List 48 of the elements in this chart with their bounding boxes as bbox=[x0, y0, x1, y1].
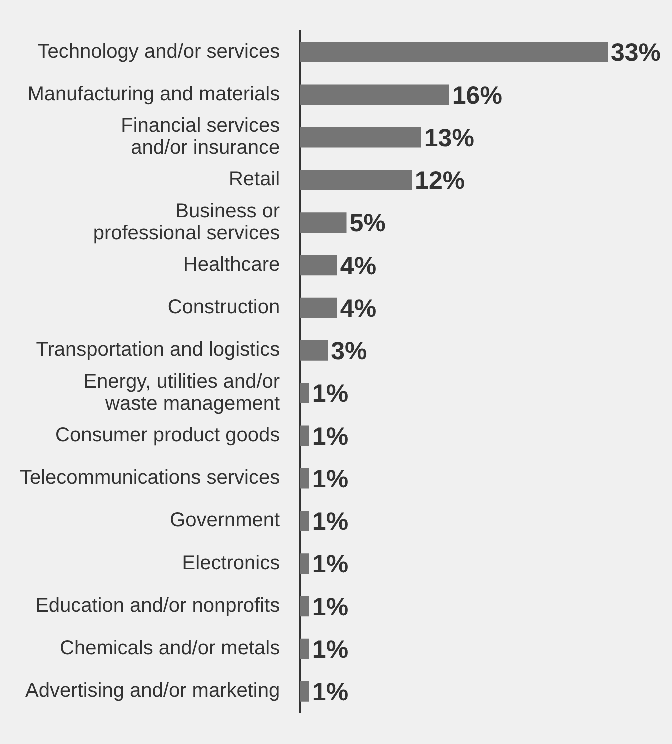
y-tick-label: Financial services and/or insurance bbox=[121, 115, 280, 160]
data-label: 1% bbox=[312, 508, 349, 536]
bar bbox=[300, 510, 310, 532]
data-label: 1% bbox=[312, 422, 349, 451]
bar bbox=[300, 596, 310, 617]
bar bbox=[300, 468, 310, 489]
bar bbox=[300, 298, 338, 318]
y-tick-label: Manufacturing and materials bbox=[28, 83, 280, 106]
y-tick-label: Healthcare bbox=[183, 254, 280, 276]
bar bbox=[300, 426, 310, 446]
data-label: 4% bbox=[340, 252, 377, 280]
bar bbox=[300, 340, 328, 361]
data-label: 13% bbox=[424, 124, 474, 152]
y-tick-label: Chemicals and/or metals bbox=[60, 638, 280, 660]
bar bbox=[300, 212, 347, 234]
y-tick-label: Education and/or nonprofits bbox=[35, 594, 280, 617]
bar bbox=[300, 681, 310, 702]
bar bbox=[300, 554, 310, 574]
data-label: 1% bbox=[312, 636, 349, 664]
bar bbox=[300, 127, 422, 148]
y-tick-label: Telecommunications services bbox=[20, 467, 280, 490]
data-label: 4% bbox=[340, 294, 377, 323]
data-label: 1% bbox=[312, 380, 349, 408]
data-label: 16% bbox=[452, 82, 502, 110]
bar bbox=[300, 638, 310, 660]
y-tick-label: Business or professional services bbox=[93, 200, 280, 244]
data-label: 1% bbox=[312, 550, 349, 579]
y-tick-label: Energy, utilities and/or waste management bbox=[84, 370, 281, 415]
data-label: 3% bbox=[331, 338, 368, 366]
data-label: 1% bbox=[312, 678, 349, 707]
data-label: 5% bbox=[350, 210, 386, 238]
y-tick-label: Construction bbox=[168, 296, 280, 319]
data-label: 33% bbox=[611, 39, 662, 68]
y-tick-label: Advertising and/or marketing bbox=[26, 680, 280, 702]
y-tick-label: Government bbox=[170, 510, 281, 532]
bar bbox=[300, 42, 608, 63]
data-label: 12% bbox=[415, 167, 466, 196]
bar bbox=[300, 383, 310, 404]
y-tick-label: Technology and/or services bbox=[38, 40, 280, 63]
bar bbox=[300, 170, 412, 190]
bar bbox=[300, 84, 450, 106]
y-tick-label: Electronics bbox=[182, 552, 280, 574]
y-tick-label: Transportation and logistics bbox=[36, 339, 280, 362]
bar bbox=[300, 255, 338, 276]
data-label: 1% bbox=[312, 593, 349, 622]
y-tick-label: Retail bbox=[228, 168, 280, 191]
y-tick-label: Consumer product goods bbox=[56, 424, 280, 446]
data-label: 1% bbox=[312, 465, 349, 494]
